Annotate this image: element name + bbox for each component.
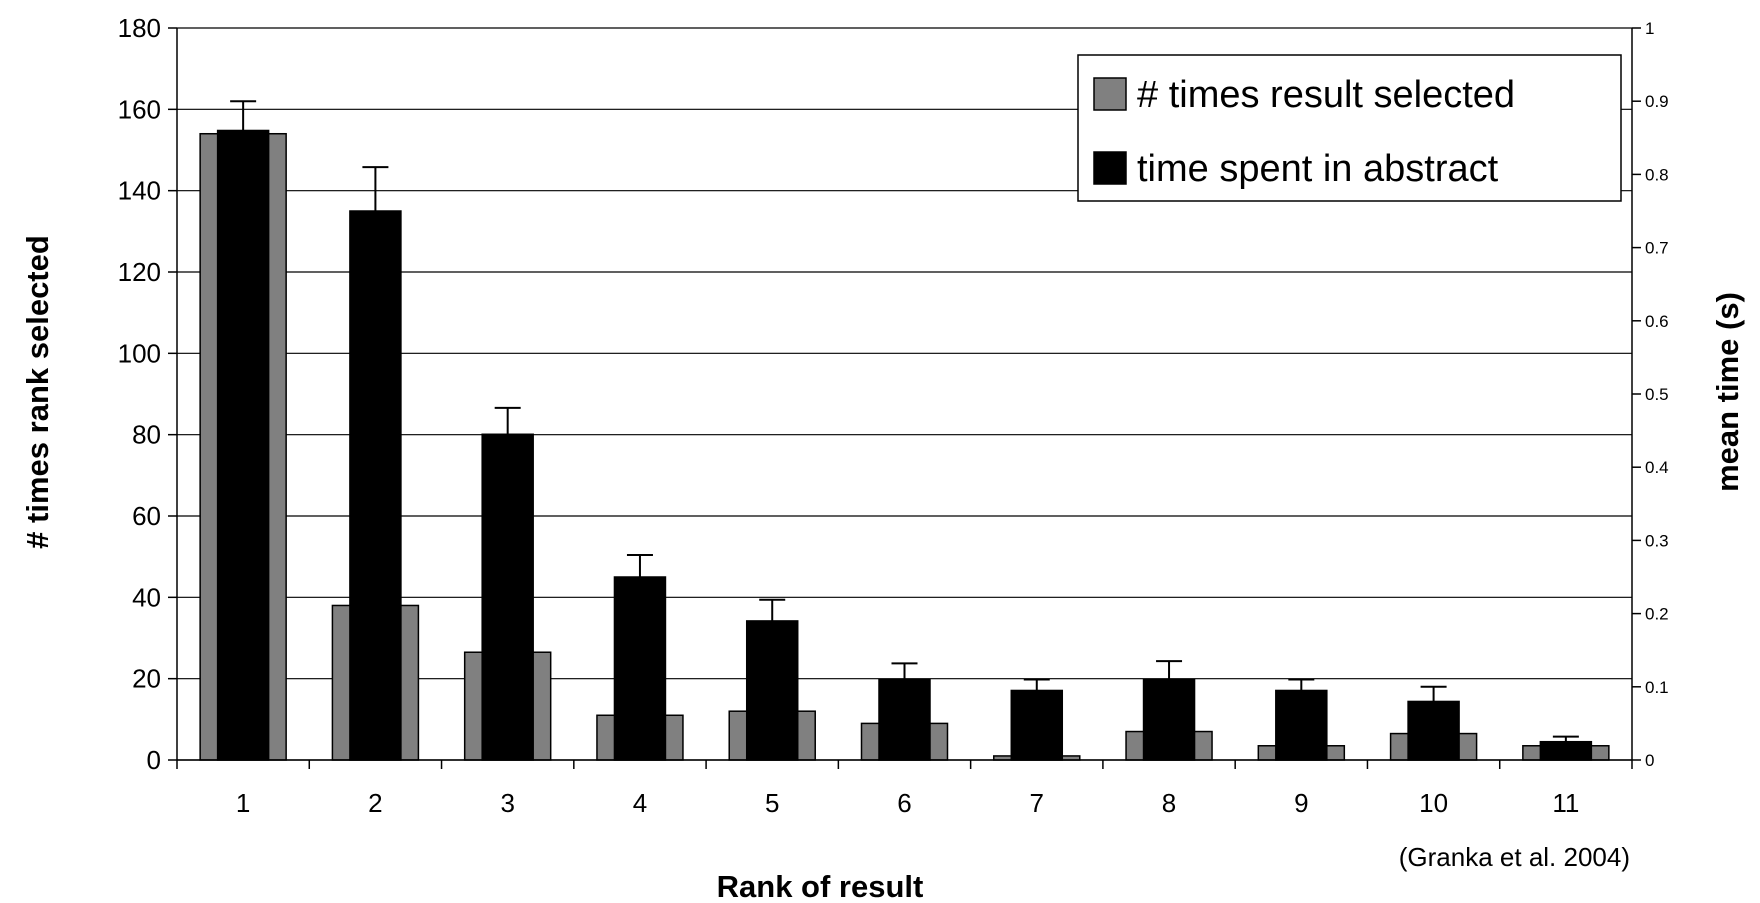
error-bars <box>230 100 1579 742</box>
bar-time-abstract <box>613 576 667 761</box>
bar-time-abstract <box>1539 740 1593 761</box>
bar-time-abstract <box>1142 678 1196 761</box>
y2-tick-label: 0.1 <box>1645 678 1669 697</box>
y-tick-label: 140 <box>118 176 161 206</box>
bar-time-abstract <box>1275 689 1328 761</box>
legend-swatch-abstract <box>1093 151 1127 185</box>
x-tick-label: 1 <box>236 788 250 818</box>
x-axis-title: Rank of result <box>717 869 924 903</box>
y-tick-label: 0 <box>147 745 161 775</box>
x-tick-label: 9 <box>1294 788 1308 818</box>
legend-swatch-selected <box>1093 77 1127 111</box>
legend-label-selected: # times result selected <box>1137 74 1515 116</box>
y2-tick-label: 0.4 <box>1645 458 1669 477</box>
y-axis-title: # times rank selected <box>20 235 55 549</box>
x-tick-label: 2 <box>368 788 382 818</box>
x-tick-label: 11 <box>1552 788 1579 818</box>
right-axis-ticks: 0 0.1 0.2 0.3 0.4 0.5 0.6 0.7 0.8 0.9 1 <box>1632 19 1669 770</box>
bar-time-abstract <box>481 433 534 761</box>
y-tick-label: 20 <box>132 664 161 694</box>
citation-annotation: (Granka et al. 2004) <box>1399 842 1630 872</box>
bar-time-abstract <box>1010 689 1064 761</box>
y-tick-label: 60 <box>132 501 161 531</box>
bar-time-abstract <box>216 129 270 761</box>
bar-time-abstract <box>878 678 931 761</box>
y2-tick-label: 0.7 <box>1645 239 1669 258</box>
y2-tick-label: 0.6 <box>1645 312 1669 331</box>
x-axis-ticks: 1 2 3 4 5 6 7 8 9 10 11 <box>176 760 1633 818</box>
bar-time-abstract <box>745 620 799 761</box>
gridlines <box>177 27 1632 761</box>
x-tick-label: 7 <box>1030 788 1044 818</box>
x-tick-label: 6 <box>897 788 911 818</box>
bar-time-abstract <box>349 210 402 761</box>
y-tick-label: 180 <box>118 13 161 43</box>
y-tick-label: 80 <box>132 420 161 450</box>
y-tick-label: 160 <box>118 94 161 124</box>
x-tick-label: 3 <box>500 788 514 818</box>
y2-tick-label: 0.8 <box>1645 165 1669 184</box>
legend-box <box>1077 54 1622 202</box>
y-tick-label: 40 <box>132 582 161 612</box>
x-tick-label: 10 <box>1419 788 1448 818</box>
bar-time-abstract <box>1407 700 1460 761</box>
left-axis-ticks: 0 20 40 60 80 100 120 140 160 180 <box>118 13 177 775</box>
x-tick-label: 4 <box>633 788 647 818</box>
y2-tick-label: 0 <box>1645 751 1654 770</box>
x-tick-label: 8 <box>1162 788 1176 818</box>
y-tick-label: 100 <box>118 338 161 368</box>
legend: # times result selected time spent in ab… <box>1077 54 1622 202</box>
x-tick-label: 5 <box>765 788 779 818</box>
y2-tick-label: 0.9 <box>1645 92 1669 111</box>
y2-axis-title: mean time (s) <box>1710 292 1745 492</box>
y2-tick-label: 0.2 <box>1645 605 1669 624</box>
y2-tick-label: 0.3 <box>1645 531 1669 550</box>
y-tick-label: 120 <box>118 257 161 287</box>
legend-label-abstract: time spent in abstract <box>1137 148 1499 190</box>
y2-tick-label: 1 <box>1645 19 1654 38</box>
y2-tick-label: 0.5 <box>1645 385 1669 404</box>
